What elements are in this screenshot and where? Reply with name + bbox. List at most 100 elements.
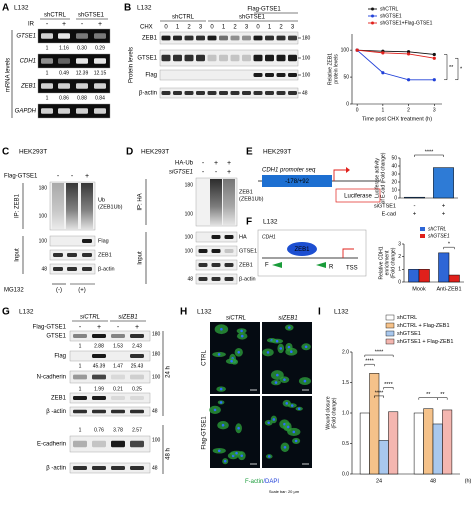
row-sign: + (442, 204, 446, 210)
band (73, 440, 87, 448)
row-label: β-actin (98, 266, 115, 272)
primer-r (316, 262, 326, 268)
nucleus (267, 421, 270, 425)
band (53, 267, 63, 271)
legend-label: shGTSE1 (380, 13, 402, 19)
point (432, 52, 436, 57)
mw: 100 (302, 72, 311, 78)
lane-sign: - (46, 21, 49, 28)
band (130, 334, 144, 338)
legend-label: shCTRL + Flag-ZEB1 (397, 323, 450, 329)
panel-label: B (124, 3, 131, 14)
band (92, 354, 106, 358)
band (82, 239, 92, 243)
quant: 45.39 (93, 363, 106, 369)
nucleus (287, 345, 291, 349)
bar (448, 274, 460, 283)
quant: 1 (79, 386, 82, 392)
y-axis-label: of E-cad (Fold change) (380, 152, 386, 203)
annotation: * (448, 242, 451, 248)
band (276, 54, 286, 62)
y-tick-label: 0 (398, 279, 401, 285)
quant: 1.53 (113, 343, 123, 349)
bracket (364, 354, 394, 358)
y-axis-label: (Fold change) (331, 397, 337, 428)
nucleus (294, 439, 298, 443)
row-label: Flag (145, 73, 157, 79)
nucleus (235, 451, 238, 455)
row-label: ZEB1 (239, 262, 253, 268)
cell-line: L132 (197, 309, 212, 316)
legend-swatch (385, 322, 395, 329)
nucleus (279, 347, 283, 350)
band (92, 409, 106, 414)
band (184, 35, 194, 41)
label: 24 h (166, 366, 172, 378)
y-tick-label: 0 (394, 195, 397, 201)
smear (223, 179, 235, 225)
label: CDH1 promoter seq (262, 168, 316, 174)
band (73, 409, 87, 414)
row-label: β -actin (46, 466, 66, 472)
band (198, 263, 208, 267)
smear (66, 183, 78, 229)
blot (69, 330, 151, 342)
band (161, 54, 171, 62)
quant: 2.57 (132, 427, 142, 433)
legend-swatch (385, 330, 395, 337)
band (76, 83, 88, 89)
row-label: siGTSE1 (374, 203, 396, 209)
quant: 0.25 (132, 386, 142, 392)
label: Input (138, 251, 144, 265)
bar (369, 373, 380, 475)
quant: 0.49 (59, 70, 69, 76)
band (58, 83, 70, 89)
x-tick-label: 1 (381, 107, 384, 113)
row-label: GTSE1 (137, 56, 157, 62)
diagram-box (257, 229, 367, 277)
label: Flag-GTSE1 (4, 174, 38, 180)
cell-line: HEK293T (263, 149, 291, 156)
lane-num: 0 (210, 25, 214, 31)
label: Flag-GTSE1 (202, 416, 208, 450)
row-label: ZEB1 (98, 252, 112, 258)
quant: 1 (79, 427, 82, 433)
panel-label: H (180, 307, 187, 318)
row-label: GAPDH (15, 109, 37, 115)
lane-num: 1 (176, 25, 180, 31)
band (41, 108, 53, 114)
band (230, 54, 240, 62)
lane-sign: - (215, 169, 218, 176)
x-tick-label: 0 (356, 107, 359, 113)
reporter-box (335, 188, 381, 203)
lane-sign: + (135, 324, 139, 331)
mw: 100 (185, 234, 194, 240)
lane-sign: - (202, 160, 205, 167)
mw: 48 (152, 465, 158, 471)
band (224, 263, 234, 267)
band (242, 35, 251, 41)
legend-label: shCTRL (380, 6, 399, 12)
y-axis-label: protein levels (333, 54, 339, 84)
band (211, 235, 221, 239)
bar (423, 408, 434, 475)
group-label: shGTSE1 (239, 15, 266, 21)
x-axis-label: (h) (465, 478, 472, 484)
panel-label: G (2, 307, 10, 318)
band (184, 91, 194, 95)
band (76, 58, 88, 64)
row-sign: + (442, 212, 446, 218)
label: MG132 (4, 288, 24, 294)
band (130, 354, 144, 358)
label: IP: HA (138, 193, 144, 210)
band (207, 35, 217, 41)
band (130, 440, 144, 448)
label: siCTRL (226, 316, 246, 322)
band (111, 396, 125, 400)
lane-sign: + (97, 324, 101, 331)
lane-sign: + (227, 169, 231, 176)
band (92, 440, 106, 448)
nucleus (237, 350, 241, 354)
band (207, 54, 217, 62)
